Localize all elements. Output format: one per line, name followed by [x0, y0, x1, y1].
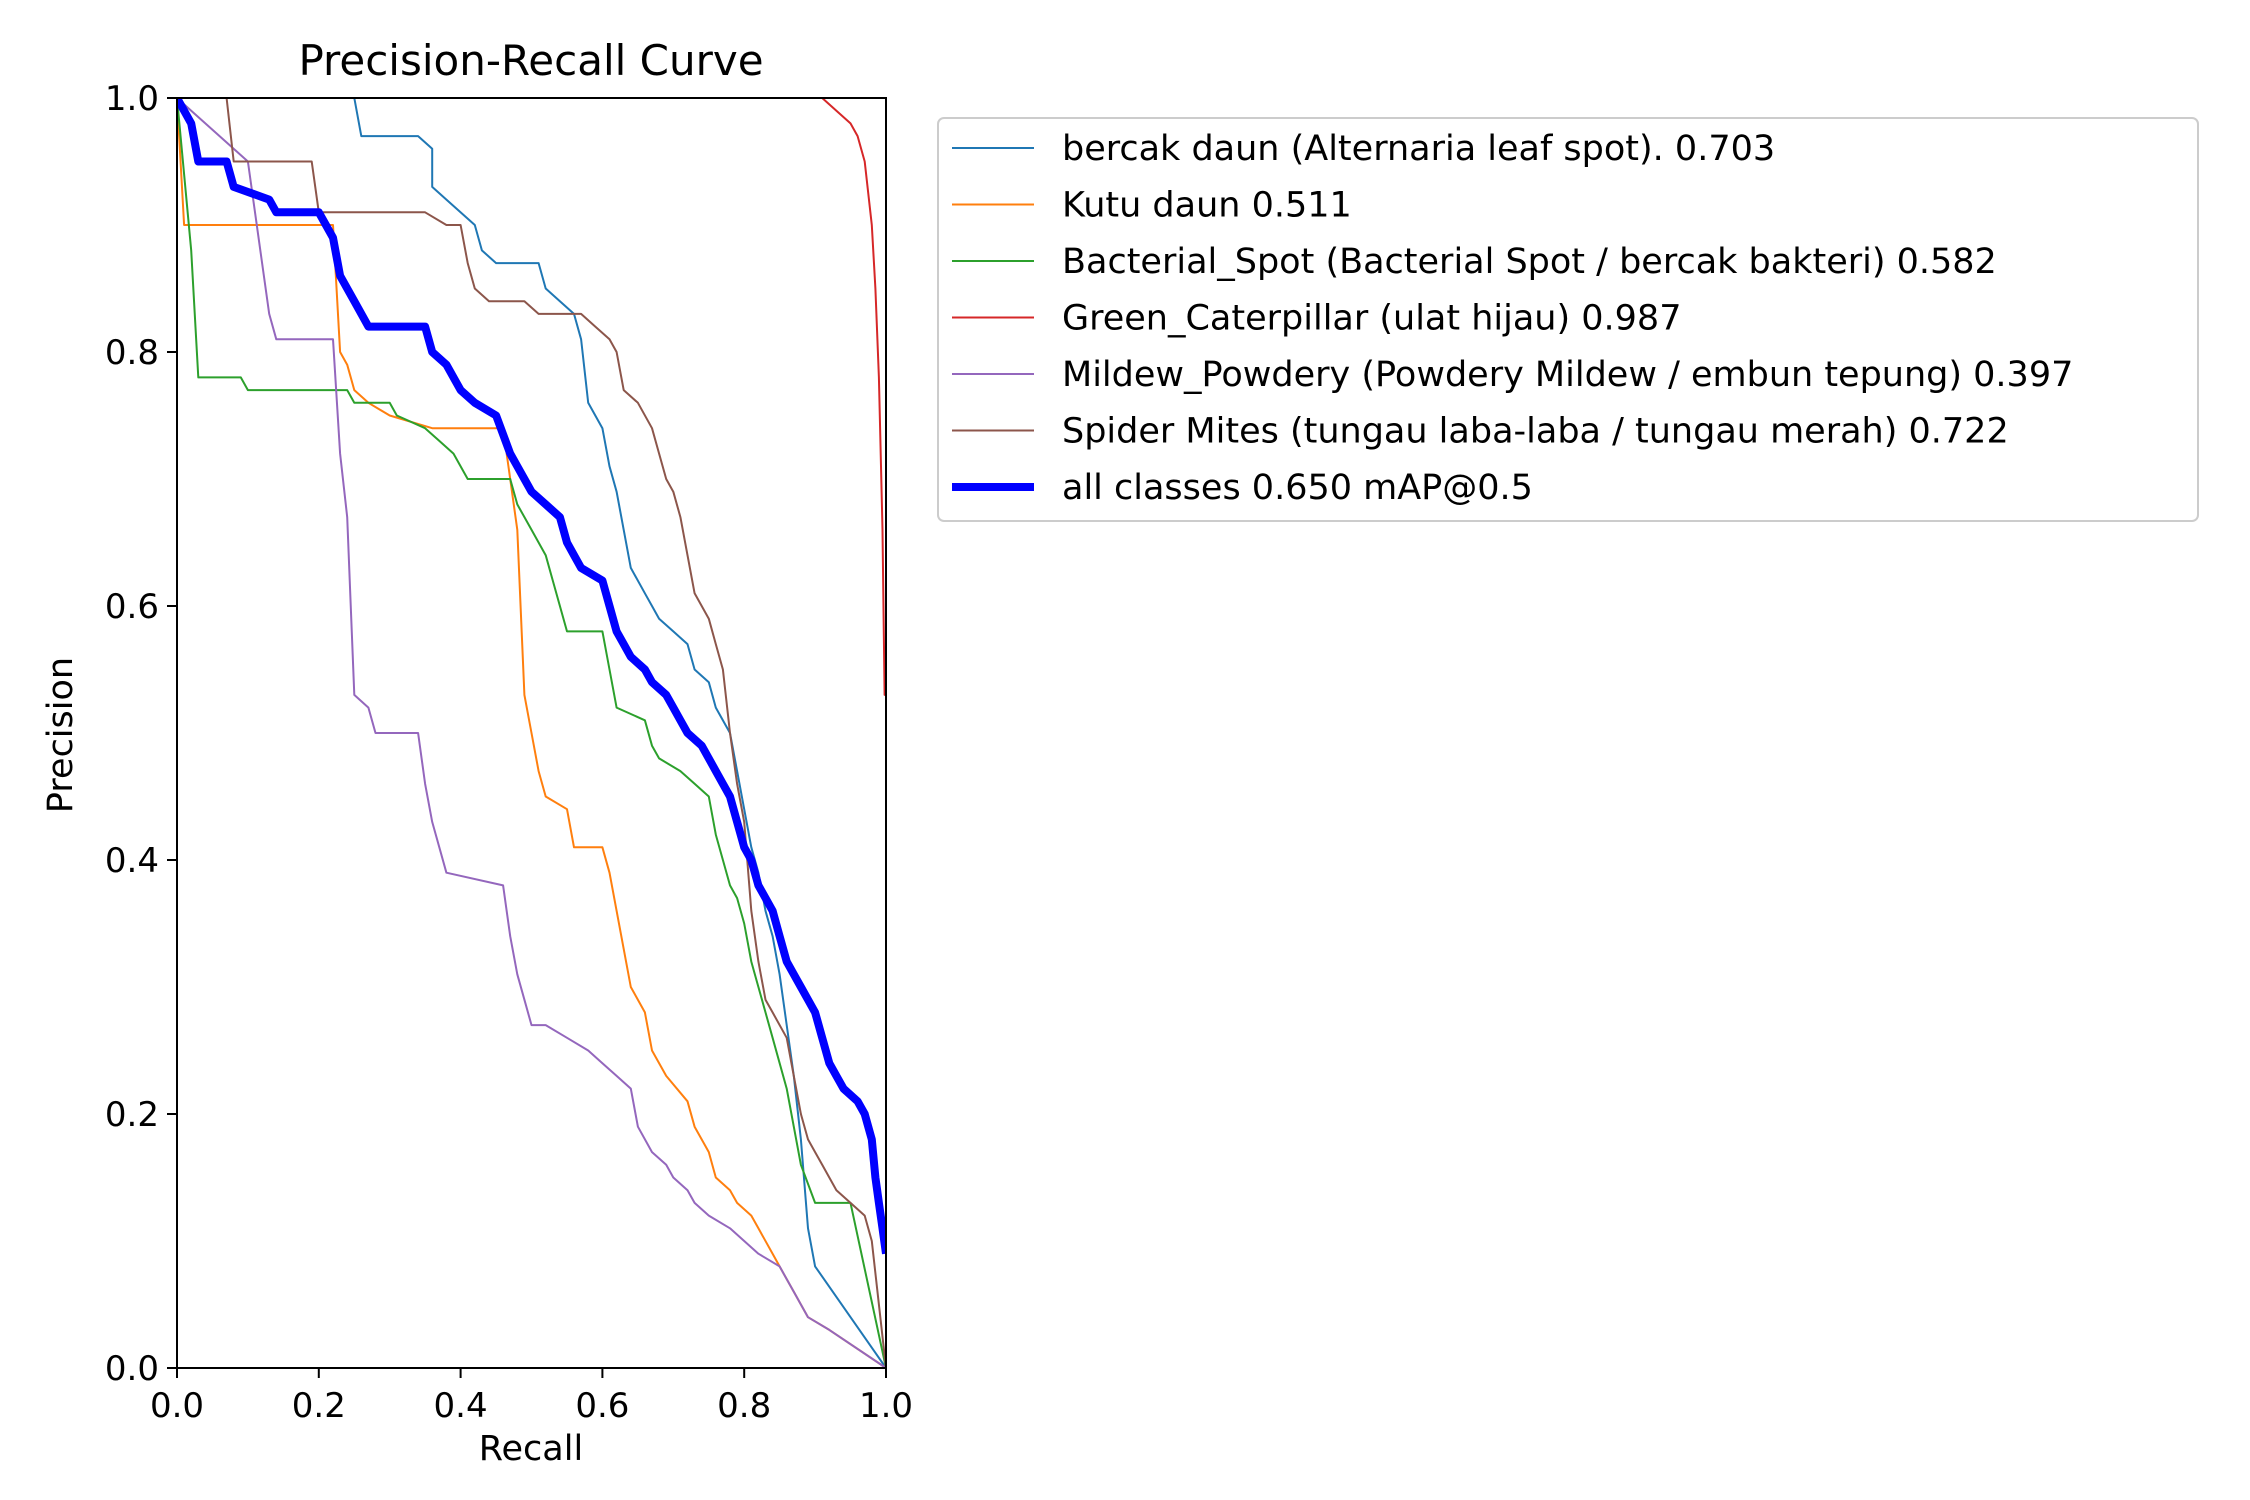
series-line-3: [177, 98, 886, 1368]
series-line-5: [177, 98, 886, 1368]
axes-frame: [176, 97, 887, 1369]
y-tick-label: 0.4: [105, 841, 159, 881]
y-tick-label: 0.0: [105, 1349, 159, 1389]
y-tick-label: 0.8: [105, 333, 159, 373]
y-tick-label: 1.0: [105, 79, 159, 119]
x-axis-label: Recall: [479, 1429, 583, 1469]
legend-label-0: bercak daun (Alternaria leaf spot). 0.70…: [1062, 129, 1775, 169]
legend-box: [937, 117, 2199, 522]
legend: bercak daun (Alternaria leaf spot). 0.70…: [937, 117, 2199, 522]
legend-label-1: Kutu daun 0.511: [1062, 186, 1352, 226]
x-tick-label: 0.0: [150, 1386, 204, 1426]
x-tick-label: 0.6: [575, 1386, 629, 1426]
x-axis-ticks: 0.0 0.2 0.4 0.6 0.8 1.0: [150, 1368, 913, 1426]
series-line-6: [177, 98, 886, 1255]
x-tick-label: 1.0: [859, 1386, 913, 1426]
legend-label-6: all classes 0.650 mAP@0.5: [1062, 468, 1533, 508]
series-line-1: [177, 98, 886, 1368]
series-line-0: [177, 98, 886, 1368]
x-tick-label: 0.4: [434, 1386, 488, 1426]
x-tick-label: 0.8: [717, 1386, 771, 1426]
legend-label-3: Green_Caterpillar (ulat hijau) 0.987: [1062, 299, 1681, 339]
x-tick-label: 0.2: [292, 1386, 346, 1426]
legend-label-4: Mildew_Powdery (Powdery Mildew / embun t…: [1062, 355, 2073, 395]
plot-area: [176, 97, 887, 1369]
y-axis-ticks: 0.0 0.2 0.4 0.6 0.8 1.0: [105, 79, 177, 1389]
legend-label-2: Bacterial_Spot (Bacterial Spot / bercak …: [1062, 242, 1997, 282]
y-tick-label: 0.6: [105, 587, 159, 627]
legend-label-5: Spider Mites (tungau laba-laba / tungau …: [1062, 412, 2009, 452]
y-axis-label: Precision: [41, 657, 81, 813]
chart-title: Precision-Recall Curve: [298, 36, 763, 85]
series-line-4: [177, 98, 886, 1368]
series-line-2: [177, 98, 886, 1368]
y-tick-label: 0.2: [105, 1095, 159, 1135]
